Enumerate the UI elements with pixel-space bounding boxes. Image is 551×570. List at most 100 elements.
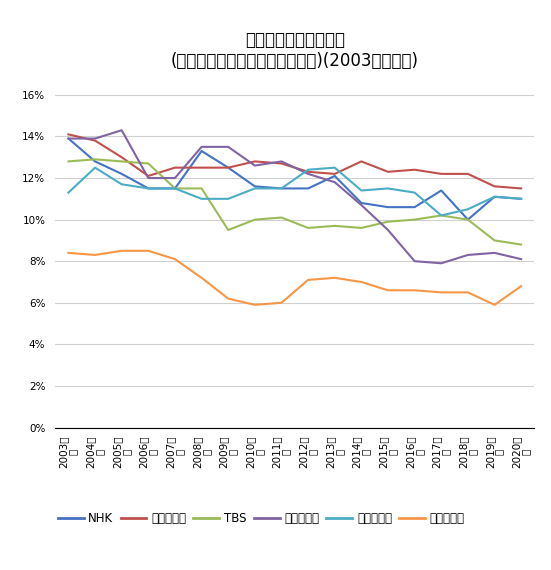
TBS: [464, 216, 471, 223]
テレビ朝日: [518, 196, 525, 202]
Line: テレビ東京: テレビ東京: [68, 251, 521, 305]
日本テレビ: [464, 170, 471, 177]
日本テレビ: [278, 160, 285, 167]
Legend: NHK, 日本テレビ, TBS, フジテレビ, テレビ朝日, テレビ東京: NHK, 日本テレビ, TBS, フジテレビ, テレビ朝日, テレビ東京: [53, 508, 469, 530]
テレビ東京: [118, 247, 125, 254]
フジテレビ: [332, 179, 338, 186]
テレビ朝日: [145, 185, 152, 192]
NHK: [411, 203, 418, 210]
テレビ東京: [251, 302, 258, 308]
日本テレビ: [65, 131, 72, 138]
日本テレビ: [438, 170, 445, 177]
NHK: [438, 187, 445, 194]
テレビ朝日: [305, 166, 311, 173]
NHK: [198, 148, 205, 154]
フジテレビ: [305, 170, 311, 177]
テレビ朝日: [198, 196, 205, 202]
NHK: [358, 200, 365, 206]
フジテレビ: [385, 227, 391, 234]
TBS: [251, 216, 258, 223]
TBS: [145, 160, 152, 167]
テレビ朝日: [385, 185, 391, 192]
日本テレビ: [385, 168, 391, 175]
NHK: [278, 185, 285, 192]
テレビ朝日: [65, 189, 72, 196]
テレビ東京: [385, 287, 391, 294]
フジテレビ: [65, 135, 72, 142]
テレビ朝日: [464, 206, 471, 213]
フジテレビ: [91, 135, 98, 142]
フジテレビ: [118, 127, 125, 133]
日本テレビ: [358, 158, 365, 165]
テレビ朝日: [172, 185, 179, 192]
日本テレビ: [198, 164, 205, 171]
NHK: [145, 185, 152, 192]
フジテレビ: [411, 258, 418, 264]
テレビ朝日: [411, 189, 418, 196]
フジテレビ: [491, 250, 498, 256]
Line: TBS: TBS: [68, 160, 521, 245]
TBS: [172, 185, 179, 192]
テレビ東京: [491, 302, 498, 308]
テレビ朝日: [278, 185, 285, 192]
テレビ東京: [145, 247, 152, 254]
日本テレビ: [411, 166, 418, 173]
日本テレビ: [518, 185, 525, 192]
NHK: [305, 185, 311, 192]
Line: NHK: NHK: [68, 139, 521, 219]
日本テレビ: [118, 154, 125, 161]
テレビ朝日: [91, 164, 98, 171]
テレビ朝日: [438, 212, 445, 219]
フジテレビ: [225, 144, 231, 150]
テレビ朝日: [251, 185, 258, 192]
NHK: [118, 170, 125, 177]
テレビ東京: [91, 251, 98, 258]
NHK: [251, 183, 258, 190]
NHK: [491, 193, 498, 200]
フジテレビ: [278, 158, 285, 165]
テレビ東京: [65, 250, 72, 256]
TBS: [225, 227, 231, 234]
NHK: [518, 196, 525, 202]
日本テレビ: [172, 164, 179, 171]
テレビ東京: [464, 289, 471, 296]
NHK: [225, 164, 231, 171]
テレビ朝日: [358, 187, 365, 194]
日本テレビ: [145, 173, 152, 180]
テレビ東京: [305, 276, 311, 283]
テレビ朝日: [225, 196, 231, 202]
日本テレビ: [225, 164, 231, 171]
日本テレビ: [91, 137, 98, 144]
NHK: [464, 216, 471, 223]
TBS: [491, 237, 498, 244]
テレビ朝日: [491, 193, 498, 200]
テレビ東京: [411, 287, 418, 294]
TBS: [332, 222, 338, 229]
TBS: [198, 185, 205, 192]
フジテレビ: [518, 256, 525, 263]
テレビ東京: [332, 274, 338, 281]
TBS: [385, 218, 391, 225]
テレビ東京: [278, 299, 285, 306]
TBS: [438, 212, 445, 219]
NHK: [385, 203, 391, 210]
Title: 主要局年度世帯視聴率
(ゴールデンタイム、年度ベース)(2003年度以降): 主要局年度世帯視聴率 (ゴールデンタイム、年度ベース)(2003年度以降): [171, 31, 419, 70]
フジテレビ: [172, 174, 179, 181]
テレビ朝日: [118, 181, 125, 188]
NHK: [172, 185, 179, 192]
日本テレビ: [305, 168, 311, 175]
日本テレビ: [332, 170, 338, 177]
NHK: [65, 135, 72, 142]
NHK: [332, 173, 338, 180]
テレビ東京: [518, 283, 525, 290]
TBS: [118, 158, 125, 165]
テレビ東京: [225, 295, 231, 302]
テレビ東京: [198, 274, 205, 281]
TBS: [305, 225, 311, 231]
日本テレビ: [491, 183, 498, 190]
TBS: [278, 214, 285, 221]
フジテレビ: [464, 251, 471, 258]
フジテレビ: [145, 174, 152, 181]
TBS: [518, 241, 525, 248]
NHK: [91, 158, 98, 165]
